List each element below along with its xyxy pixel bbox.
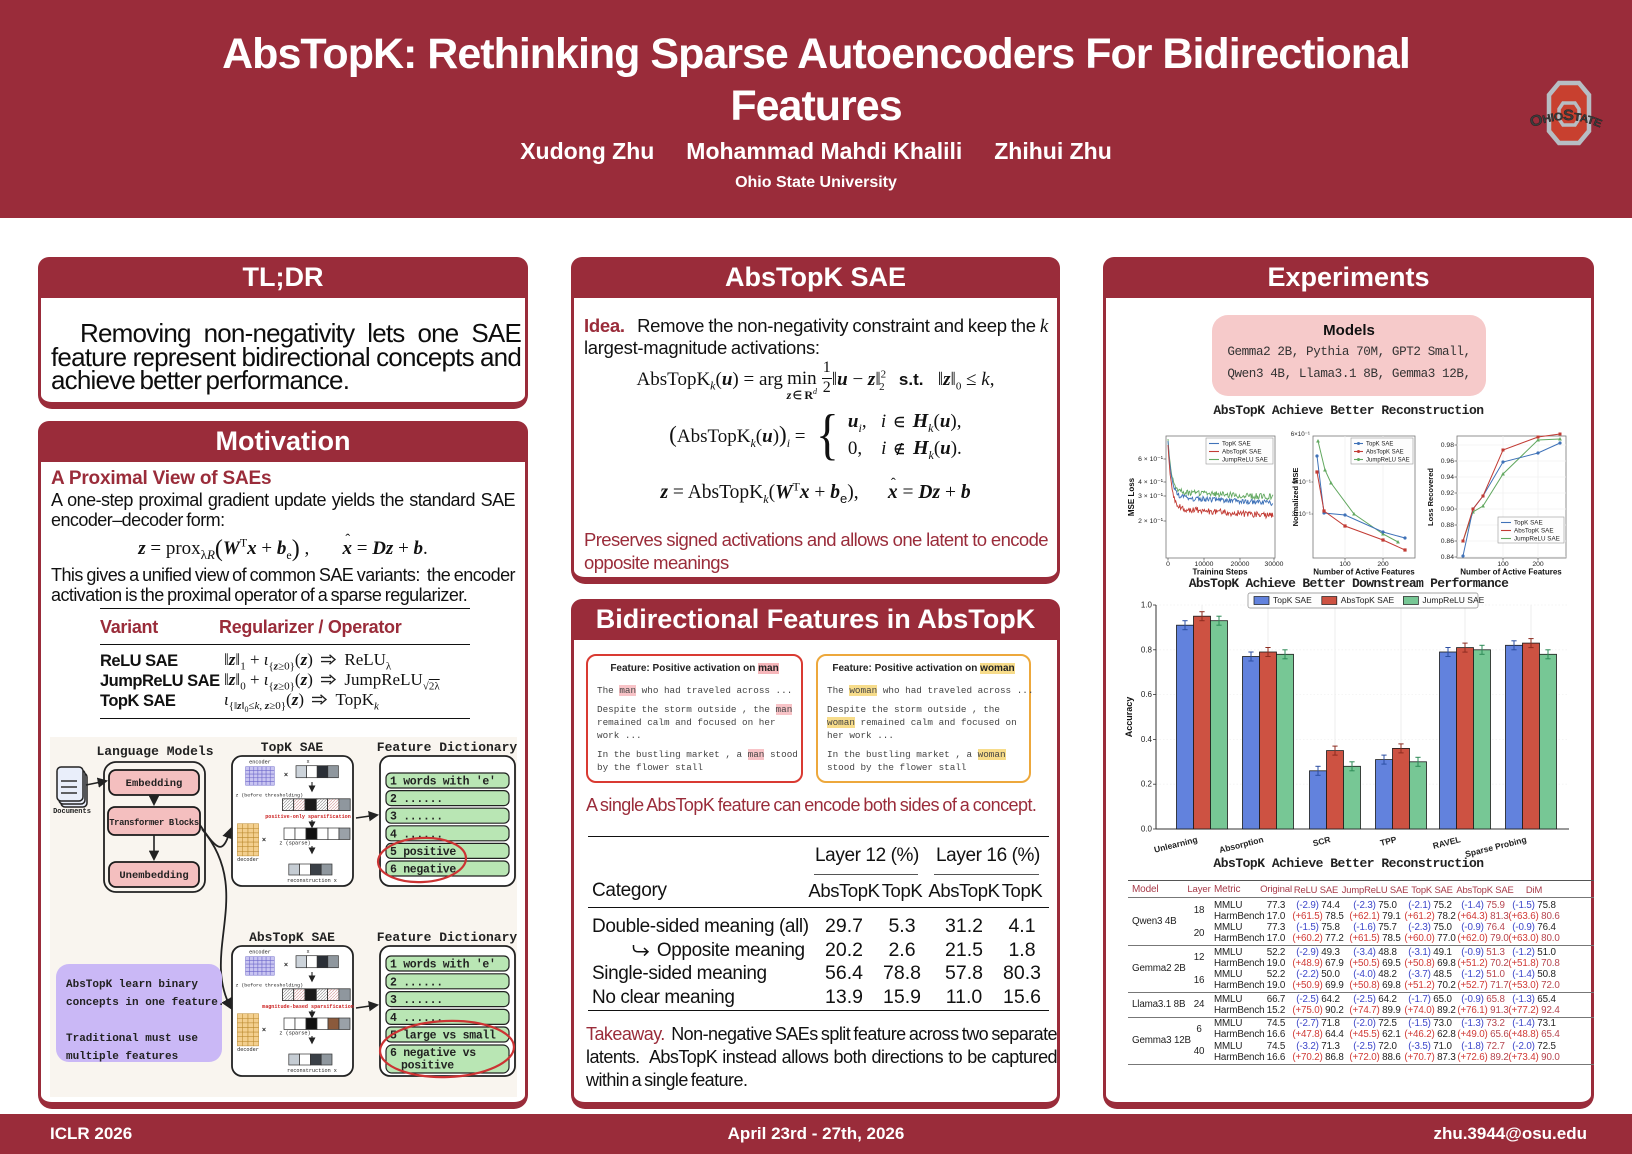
svg-text:Number of Active Features: Number of Active Features (1313, 568, 1415, 576)
svg-text:Traditional must use: Traditional must use (66, 1033, 198, 1045)
svg-text:multiple features: multiple features (66, 1051, 178, 1063)
svg-text:1 words with 'e': 1 words with 'e' (390, 959, 496, 972)
svg-text:0.88: 0.88 (1441, 522, 1454, 529)
svg-text:AbsTopK SAE: AbsTopK SAE (1341, 595, 1395, 605)
svg-text:Normalized MSE: Normalized MSE (1291, 468, 1300, 527)
svg-text:20000: 20000 (1231, 561, 1250, 568)
svg-text:z (before thresholding): z (before thresholding) (236, 793, 304, 799)
svg-text:0.90: 0.90 (1441, 506, 1454, 513)
svg-text:decoder: decoder (237, 1047, 259, 1053)
svg-text:Accuracy: Accuracy (1124, 697, 1134, 738)
svg-text:0.6: 0.6 (1141, 690, 1153, 699)
svg-text:AbsTopK SAE: AbsTopK SAE (249, 930, 335, 945)
svg-text:1 words with 'e': 1 words with 'e' (390, 776, 496, 789)
svg-text:10000: 10000 (1195, 561, 1214, 568)
svg-text:Unembedding: Unembedding (119, 870, 188, 882)
svg-text:6×10⁻¹: 6×10⁻¹ (1291, 431, 1310, 438)
svg-text:reconstruction x: reconstruction x (287, 878, 337, 884)
svg-text:0.98: 0.98 (1441, 442, 1454, 449)
svg-text:Number of Active Features: Number of Active Features (1460, 568, 1562, 576)
svg-text:2 ......: 2 ...... (390, 793, 443, 806)
svg-text:×: × (284, 772, 288, 780)
svg-text:Absorption: Absorption (1218, 834, 1264, 855)
svg-text:0.92: 0.92 (1441, 490, 1454, 497)
svg-text:encoder: encoder (249, 950, 271, 956)
svg-text:×: × (262, 1027, 266, 1035)
svg-text:MSE Loss: MSE Loss (1127, 477, 1136, 516)
svg-text:4×10⁻¹: 4×10⁻¹ (1292, 479, 1311, 486)
svg-text:z (sparse): z (sparse) (279, 841, 310, 847)
svg-text:100: 100 (1497, 561, 1509, 568)
svg-text:JumpReLU SAE: JumpReLU SAE (1222, 457, 1268, 464)
svg-text:1.0: 1.0 (1141, 601, 1153, 610)
svg-text:Feature Dictionary: Feature Dictionary (377, 930, 517, 945)
svg-text:0.4: 0.4 (1141, 735, 1153, 744)
svg-text:0.94: 0.94 (1441, 474, 1454, 481)
svg-text:TopK SAE: TopK SAE (261, 740, 324, 755)
svg-text:0.8: 0.8 (1141, 645, 1153, 654)
svg-text:Unlearning: Unlearning (1153, 834, 1199, 854)
svg-text:TopK SAE: TopK SAE (1366, 442, 1393, 448)
svg-text:concepts in one feature.: concepts in one feature. (66, 997, 224, 1009)
svg-text:z (sparse): z (sparse) (279, 1031, 310, 1037)
svg-text:Transformer Blocks: Transformer Blocks (109, 818, 199, 828)
svg-text:JumpReLU SAE: JumpReLU SAE (1514, 536, 1560, 543)
svg-text:Feature Dictionary: Feature Dictionary (377, 740, 517, 755)
svg-text:decoder: decoder (237, 857, 259, 863)
svg-text:RAVEL: RAVEL (1432, 834, 1462, 851)
svg-text:3 ......: 3 ...... (390, 994, 443, 1007)
svg-text:x: x (306, 949, 309, 955)
svg-text:Training Steps: Training Steps (1192, 568, 1248, 576)
svg-text:Loss Recovered: Loss Recovered (1426, 468, 1435, 526)
svg-text:encoder: encoder (249, 760, 271, 766)
svg-text:JumpReLU SAE: JumpReLU SAE (1366, 458, 1410, 464)
svg-text:AbsTopK SAE: AbsTopK SAE (1222, 449, 1262, 456)
svg-text:AbsTopK learn binary: AbsTopK learn binary (66, 979, 198, 991)
svg-text:AbsTopK SAE: AbsTopK SAE (1514, 528, 1554, 535)
svg-text:TopK SAE: TopK SAE (1273, 595, 1312, 605)
svg-text:TopK SAE: TopK SAE (1222, 441, 1251, 448)
svg-text:positive: positive (401, 1060, 454, 1073)
svg-text:0.0: 0.0 (1141, 825, 1153, 834)
svg-text:4 × 10⁻¹: 4 × 10⁻¹ (1138, 479, 1164, 486)
svg-text:200: 200 (1532, 561, 1544, 568)
svg-text:0.86: 0.86 (1441, 538, 1454, 545)
svg-text:200: 200 (1377, 561, 1389, 568)
svg-text:0: 0 (1166, 561, 1170, 568)
svg-text:5 large vs small: 5 large vs small (390, 1030, 496, 1043)
svg-text:2 × 10⁻¹: 2 × 10⁻¹ (1138, 518, 1164, 525)
svg-text:0.2: 0.2 (1141, 780, 1153, 789)
svg-text:Documents: Documents (53, 808, 91, 816)
svg-text:4 ......: 4 ...... (390, 1012, 443, 1025)
svg-text:3×10⁻¹: 3×10⁻¹ (1292, 511, 1311, 518)
svg-text:×: × (262, 837, 266, 845)
svg-text:3 ......: 3 ...... (390, 811, 443, 824)
svg-text:2 ......: 2 ...... (390, 976, 443, 989)
svg-text:5 positive: 5 positive (390, 846, 456, 859)
svg-text:JumpReLU SAE: JumpReLU SAE (1422, 595, 1484, 605)
svg-text:reconstruction x: reconstruction x (287, 1068, 337, 1074)
svg-text:z (before thresholding): z (before thresholding) (236, 983, 304, 989)
svg-text:6 negative vs: 6 negative vs (390, 1047, 476, 1060)
svg-text:x: x (306, 759, 309, 765)
svg-text:SCR: SCR (1312, 834, 1332, 848)
svg-text:TPP: TPP (1379, 834, 1398, 848)
svg-text:×: × (284, 962, 288, 970)
svg-text:Embedding: Embedding (126, 778, 183, 790)
svg-text:Language Models: Language Models (96, 744, 213, 759)
svg-text:30000: 30000 (1265, 561, 1284, 568)
svg-text:positive-only sparsification: positive-only sparsification (265, 814, 351, 820)
svg-text:0.96: 0.96 (1441, 458, 1454, 465)
svg-text:AbsTopK SAE: AbsTopK SAE (1366, 450, 1404, 456)
svg-text:3 × 10⁻¹: 3 × 10⁻¹ (1138, 493, 1164, 500)
svg-text:6 negative: 6 negative (390, 864, 456, 877)
svg-text:0.84: 0.84 (1441, 554, 1454, 561)
svg-text:magnitude-based sparsification: magnitude-based sparsification (262, 1004, 354, 1010)
svg-text:6 × 10⁻¹: 6 × 10⁻¹ (1138, 456, 1164, 463)
svg-text:TopK SAE: TopK SAE (1514, 520, 1543, 527)
svg-text:100: 100 (1339, 561, 1351, 568)
